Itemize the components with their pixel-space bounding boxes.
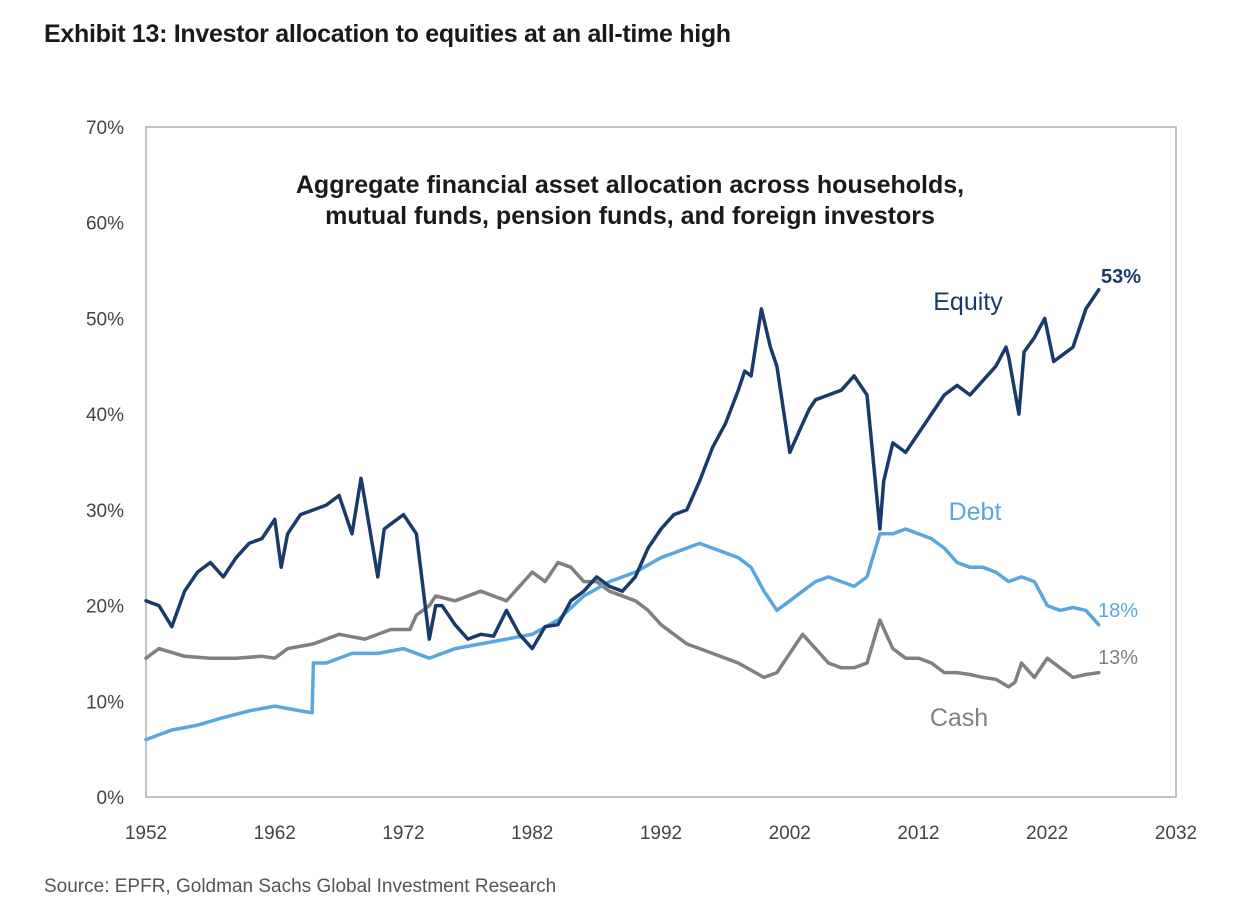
source-note: Source: EPFR, Goldman Sachs Global Inves… bbox=[44, 876, 557, 897]
x-tick-label: 1992 bbox=[640, 823, 682, 844]
chart-subtitle-line-1: Aggregate financial asset allocation acr… bbox=[296, 171, 964, 199]
y-tick-label: 70% bbox=[86, 118, 124, 139]
y-axis-ticks: 0% 10% 20% 30% 40% 50% 60% 70% bbox=[86, 118, 124, 809]
equity-series-line bbox=[144, 287, 1101, 651]
x-tick-label: 1982 bbox=[511, 823, 553, 844]
x-tick-label: 1972 bbox=[382, 823, 424, 844]
x-tick-label: 1952 bbox=[125, 823, 167, 844]
x-tick-label: 1962 bbox=[254, 823, 296, 844]
chart-subtitle-line-2: mutual funds, pension funds, and foreign… bbox=[325, 202, 935, 230]
x-tick-label: 2002 bbox=[769, 823, 811, 844]
y-tick-label: 30% bbox=[86, 501, 124, 522]
equity-end-label: 53% bbox=[1101, 266, 1141, 288]
x-tick-label: 2022 bbox=[1026, 823, 1068, 844]
debt-series-label: Debt bbox=[949, 498, 1002, 526]
cash-series-line bbox=[144, 560, 1101, 689]
x-axis-ticks: 1952 1962 1972 1982 1992 2002 2012 2022 2032 bbox=[125, 823, 1197, 844]
y-tick-label: 40% bbox=[86, 405, 124, 426]
y-tick-label: 60% bbox=[86, 214, 124, 235]
debt-end-label: 18% bbox=[1098, 600, 1138, 622]
cash-series-label: Cash bbox=[930, 704, 988, 732]
exhibit-title: Exhibit 13: Investor allocation to equit… bbox=[44, 20, 731, 48]
debt-series-line bbox=[144, 527, 1101, 742]
y-tick-label: 20% bbox=[86, 597, 124, 618]
y-tick-label: 50% bbox=[86, 309, 124, 330]
y-tick-label: 10% bbox=[86, 692, 124, 713]
series-lines bbox=[144, 287, 1101, 742]
equity-series-label: Equity bbox=[933, 288, 1003, 316]
y-tick-label: 0% bbox=[97, 788, 125, 809]
x-tick-label: 2032 bbox=[1155, 823, 1197, 844]
plot-area-frame bbox=[145, 126, 1177, 798]
x-tick-label: 2012 bbox=[897, 823, 939, 844]
cash-end-label: 13% bbox=[1098, 647, 1138, 669]
